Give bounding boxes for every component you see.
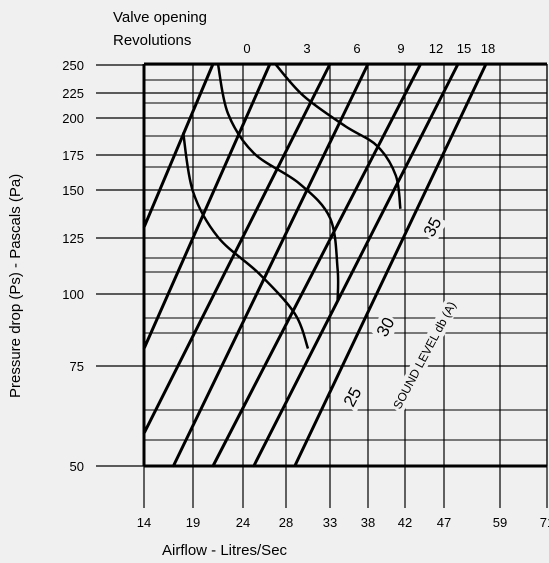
valve-line-9 xyxy=(171,62,370,468)
sound-level-25-label-bg xyxy=(337,382,368,413)
sound-level-30-label-bg xyxy=(370,312,401,343)
sound-curve-35 xyxy=(274,63,402,209)
x-tick-label-71: 71 xyxy=(540,515,549,530)
sound-curve-25 xyxy=(181,132,310,350)
y-tick-label-100: 100 xyxy=(62,287,84,302)
x-tick-label-42: 42 xyxy=(398,515,412,530)
top-tick-label-0: 0 xyxy=(243,41,250,56)
y-tick-label-50: 50 xyxy=(70,459,84,474)
grid-lines xyxy=(96,64,548,508)
valve-lines xyxy=(142,62,488,468)
x-tick-label-14: 14 xyxy=(137,515,151,530)
sound-level-label: SOUND LEVEL db (A) xyxy=(390,299,459,411)
top-tick-label-6: 6 xyxy=(353,41,360,56)
valve-line-0 xyxy=(142,62,215,229)
sound-level-label-bg xyxy=(388,296,461,414)
valve-line-18 xyxy=(293,62,488,468)
sound-level-25-label: 25 xyxy=(340,384,366,410)
valve-line-6 xyxy=(142,62,332,435)
valve-line-15 xyxy=(252,62,460,468)
x-tick-label-19: 19 xyxy=(186,515,200,530)
top-label-line2: Revolutions xyxy=(113,32,191,49)
x-tick-label-59: 59 xyxy=(493,515,507,530)
top-label-line1: Valve opening xyxy=(113,9,207,26)
x-tick-label-38: 38 xyxy=(361,515,375,530)
top-tick-label-3: 3 xyxy=(303,41,310,56)
top-tick-label-12: 12 xyxy=(429,41,443,56)
x-axis-label: Airflow - Litres/Sec xyxy=(162,542,288,559)
y-tick-label-225: 225 xyxy=(62,86,84,101)
y-tick-label-200: 200 xyxy=(62,111,84,126)
y-tick-label-250: 250 xyxy=(62,58,84,73)
sound-level-35-label: 35 xyxy=(420,214,446,240)
y-tick-label-150: 150 xyxy=(62,183,84,198)
sound-level-35-label-bg xyxy=(417,212,448,243)
y-axis-label: Pressure drop (Ps) - Pascals (Pa) xyxy=(7,174,24,398)
y-tick-label-175: 175 xyxy=(62,148,84,163)
y-tick-label-75: 75 xyxy=(70,359,84,374)
plot-frame xyxy=(142,62,548,468)
sound-curves xyxy=(181,63,402,350)
x-tick-label-24: 24 xyxy=(236,515,250,530)
x-tick-label-47: 47 xyxy=(437,515,451,530)
top-tick-label-18: 18 xyxy=(481,41,495,56)
top-tick-label-15: 15 xyxy=(457,41,471,56)
sound-curve-30 xyxy=(216,63,340,301)
x-tick-label-33: 33 xyxy=(323,515,337,530)
top-tick-label-9: 9 xyxy=(397,41,404,56)
valve-line-12 xyxy=(211,62,423,468)
x-tick-label-28: 28 xyxy=(279,515,293,530)
valve-line-3 xyxy=(142,62,272,351)
y-tick-label-125: 125 xyxy=(62,231,84,246)
